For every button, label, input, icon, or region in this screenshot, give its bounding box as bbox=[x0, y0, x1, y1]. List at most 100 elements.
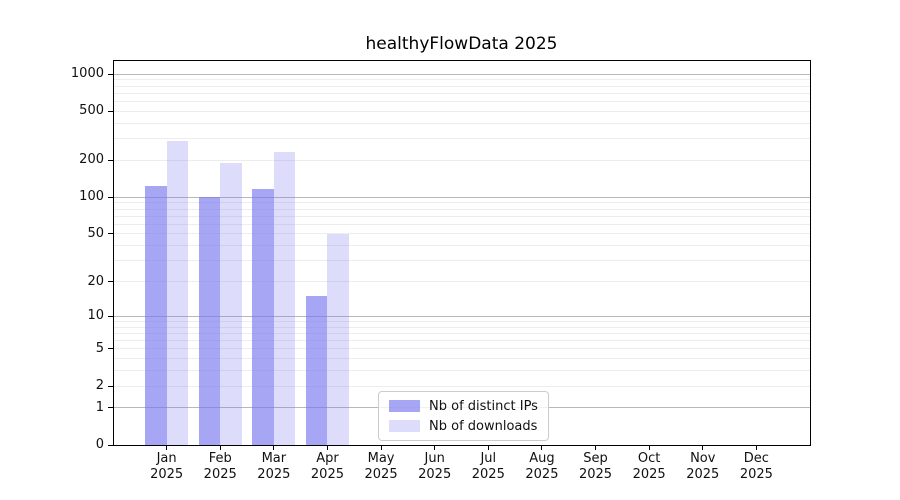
x-tick-mark bbox=[219, 446, 221, 450]
y-tick-mark bbox=[108, 385, 113, 387]
x-tick-label: Apr 2025 bbox=[297, 451, 357, 482]
bar-downloads bbox=[166, 141, 189, 445]
y-tick-mark bbox=[108, 444, 113, 446]
y-tick-label: 100 bbox=[79, 189, 104, 205]
y-tick-label: 1 bbox=[95, 399, 104, 415]
y-tick-mark bbox=[108, 110, 113, 112]
gridline-minor bbox=[113, 233, 810, 235]
x-tick-label: Jul 2025 bbox=[458, 451, 518, 482]
gridline-major bbox=[113, 73, 810, 75]
x-tick-month: Jan bbox=[156, 451, 177, 466]
x-tick-mark bbox=[702, 446, 704, 450]
gridline-minor bbox=[113, 332, 810, 334]
y-tick-label: 20 bbox=[87, 273, 104, 289]
axis-spine-bottom bbox=[113, 445, 811, 446]
y-tick-mark bbox=[108, 196, 113, 198]
x-tick-month: Aug bbox=[529, 451, 555, 466]
bar-distinct-ips bbox=[145, 186, 167, 445]
gridline-minor bbox=[113, 223, 810, 225]
x-tick-label: Oct 2025 bbox=[619, 451, 679, 482]
gridline-major bbox=[113, 196, 810, 198]
x-tick-mark bbox=[487, 446, 489, 450]
x-tick-mark bbox=[755, 446, 757, 450]
gridline-minor bbox=[113, 92, 810, 94]
x-tick-label: Mar 2025 bbox=[244, 451, 304, 482]
y-tick-mark bbox=[108, 281, 113, 283]
x-tick-year: 2025 bbox=[686, 466, 720, 482]
gridline-minor bbox=[113, 110, 810, 112]
x-tick-year: 2025 bbox=[150, 466, 184, 482]
x-tick-mark bbox=[541, 446, 543, 450]
x-tick-month: Oct bbox=[637, 451, 661, 466]
y-tick-label: 10 bbox=[87, 308, 104, 324]
gridline-minor bbox=[113, 281, 810, 283]
x-tick-month: Apr bbox=[316, 451, 339, 466]
axis-spine-top bbox=[113, 60, 811, 61]
y-tick-label: 1000 bbox=[70, 66, 104, 82]
x-tick-mark bbox=[380, 446, 382, 450]
bar-distinct-ips bbox=[305, 296, 328, 445]
x-tick-mark bbox=[648, 446, 650, 450]
x-tick-year: 2025 bbox=[310, 466, 344, 482]
gridline-minor bbox=[113, 79, 810, 81]
x-tick-mark bbox=[166, 446, 168, 450]
x-tick-mark bbox=[595, 446, 597, 450]
x-tick-month: Feb bbox=[208, 451, 232, 466]
y-tick-label: 50 bbox=[87, 225, 104, 241]
x-tick-label: Jun 2025 bbox=[405, 451, 465, 482]
legend-label-distinct-ips: Nb of distinct IPs bbox=[429, 398, 538, 414]
gridline-minor bbox=[113, 370, 810, 372]
gridline-minor bbox=[113, 100, 810, 102]
gridline-minor bbox=[113, 320, 810, 322]
gridline-minor bbox=[113, 85, 810, 87]
x-tick-year: 2025 bbox=[525, 466, 559, 482]
x-tick-label: Jan 2025 bbox=[137, 451, 197, 482]
y-tick-mark bbox=[108, 315, 113, 317]
legend-item-downloads: Nb of downloads bbox=[389, 418, 538, 434]
x-tick-month: May bbox=[367, 451, 395, 466]
gridline-minor bbox=[113, 385, 810, 387]
gridline-minor bbox=[113, 326, 810, 328]
gridline-minor bbox=[113, 260, 810, 262]
y-tick-label: 0 bbox=[95, 437, 104, 452]
gridline-minor bbox=[113, 122, 810, 124]
x-tick-year: 2025 bbox=[578, 466, 613, 482]
gridline-minor bbox=[113, 208, 810, 210]
x-tick-month: Jun bbox=[424, 451, 445, 466]
x-tick-mark bbox=[273, 446, 275, 450]
x-tick-label: Nov 2025 bbox=[673, 451, 733, 482]
x-tick-year: 2025 bbox=[739, 466, 773, 482]
gridline-major bbox=[113, 315, 810, 317]
x-tick-month: Nov bbox=[690, 451, 716, 466]
bar-distinct-ips bbox=[198, 197, 221, 445]
axis-spine-right bbox=[810, 60, 811, 446]
x-tick-month: Dec bbox=[743, 451, 769, 466]
legend: Nb of distinct IPs Nb of downloads bbox=[378, 391, 549, 441]
y-tick-label: 5 bbox=[95, 340, 104, 356]
y-tick-mark bbox=[108, 159, 113, 161]
bar-downloads bbox=[273, 151, 296, 445]
x-tick-label: Aug 2025 bbox=[512, 451, 572, 482]
legend-swatch-distinct-ips-icon bbox=[389, 400, 420, 412]
x-tick-year: 2025 bbox=[203, 466, 237, 482]
x-tick-year: 2025 bbox=[471, 466, 505, 482]
gridline-minor bbox=[113, 340, 810, 342]
x-tick-label: Sep 2025 bbox=[566, 451, 626, 482]
gridline-minor bbox=[113, 138, 810, 140]
gridline-minor bbox=[113, 202, 810, 204]
legend-item-distinct-ips: Nb of distinct IPs bbox=[389, 398, 538, 414]
gridline-minor bbox=[113, 245, 810, 247]
gridline-minor bbox=[113, 358, 810, 360]
bar-distinct-ips bbox=[252, 188, 274, 445]
x-tick-year: 2025 bbox=[364, 466, 398, 482]
x-tick-label: May 2025 bbox=[351, 451, 411, 482]
chart-title: healthyFlowData 2025 bbox=[365, 34, 558, 54]
y-tick-mark bbox=[108, 233, 113, 235]
gridline-minor bbox=[113, 215, 810, 217]
x-tick-year: 2025 bbox=[418, 466, 452, 482]
x-tick-month: Mar bbox=[261, 451, 287, 466]
bar-downloads bbox=[327, 233, 349, 445]
